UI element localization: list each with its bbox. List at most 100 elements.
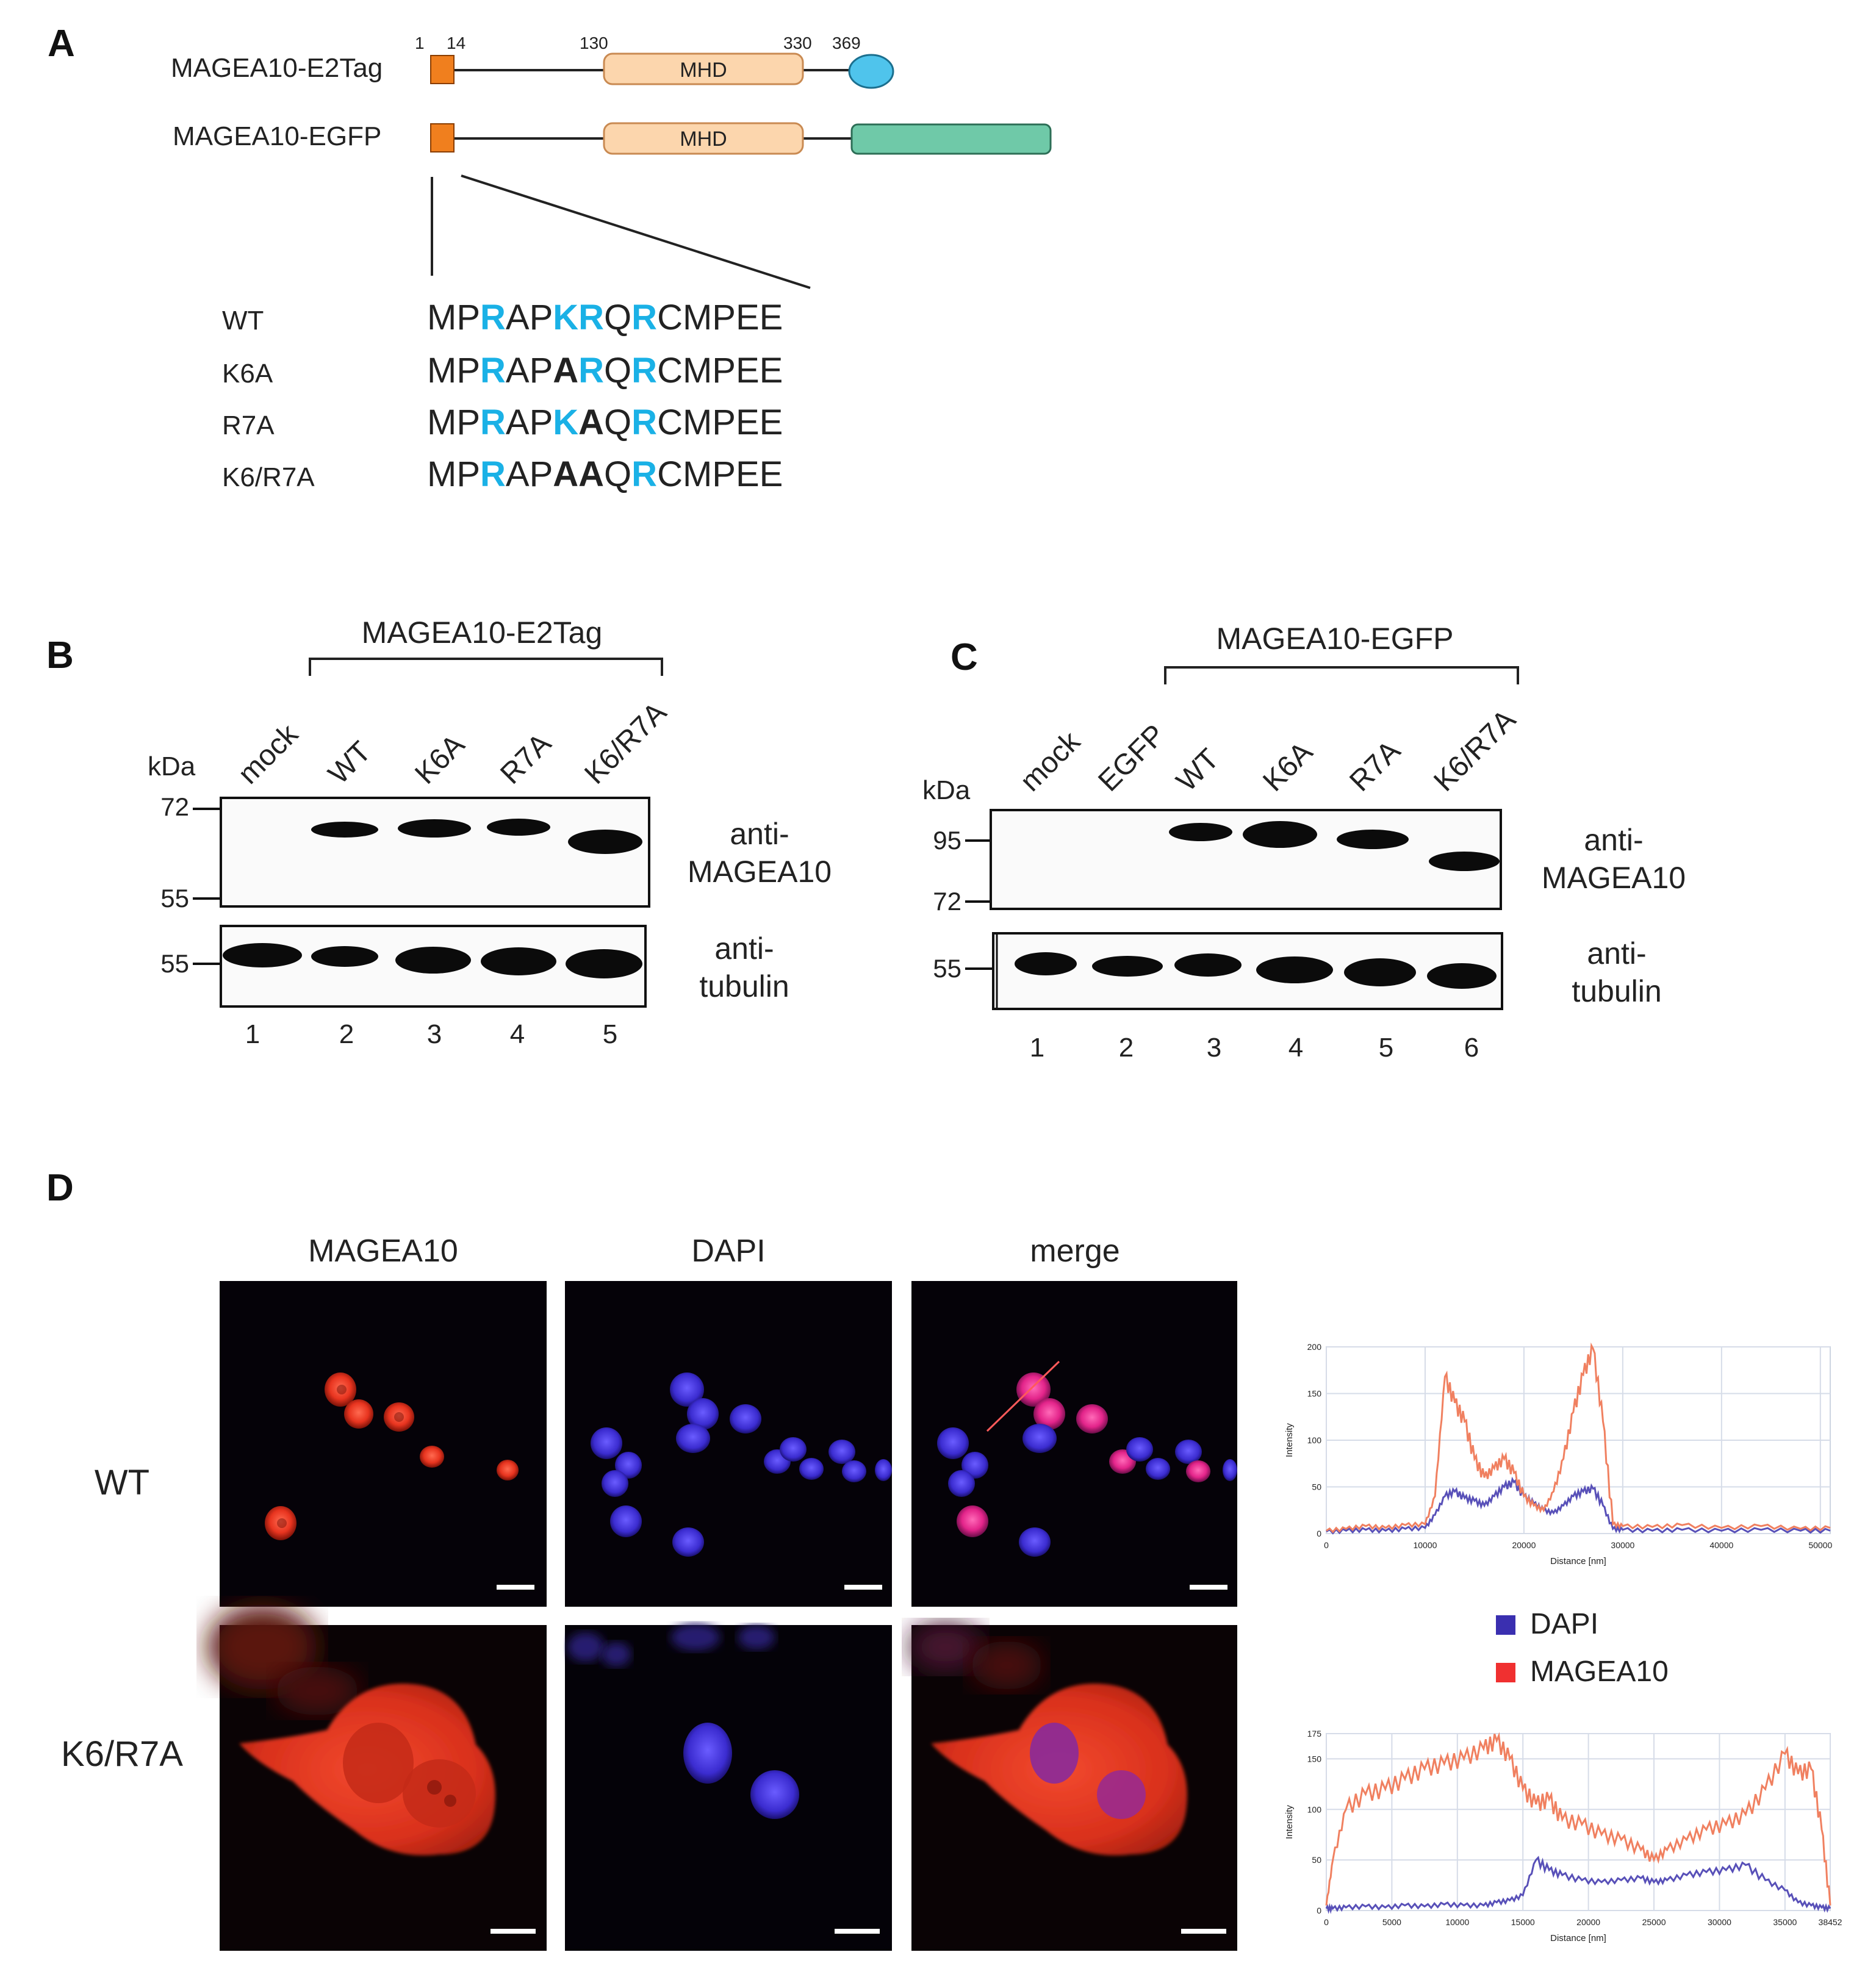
blot-band xyxy=(311,946,378,967)
blot-band xyxy=(1169,823,1232,841)
blot-band xyxy=(395,947,471,974)
x-tick-label: 25000 xyxy=(1642,1917,1666,1927)
blot-band xyxy=(566,949,642,978)
residue-segment: AP xyxy=(506,454,553,494)
micrograph-magea10-k6r7a xyxy=(207,1604,547,1951)
column-header: DAPI xyxy=(691,1233,765,1269)
kda-label: kDa xyxy=(922,775,971,805)
micrograph-merge-k6r7a xyxy=(909,1623,1237,1951)
blot-band xyxy=(1243,821,1317,848)
panel-c-letter: C xyxy=(951,636,978,678)
micrograph-dapi-wt xyxy=(565,1281,892,1607)
micrograph-merge-wt xyxy=(911,1281,1237,1607)
residue-segment: R xyxy=(631,454,657,494)
marker-label: 55 xyxy=(160,949,189,978)
position-label: 1 xyxy=(415,34,425,52)
lane-number: 1 xyxy=(245,1019,260,1049)
mhd-label: MHD xyxy=(680,59,727,82)
x-tick-label: 20000 xyxy=(1512,1540,1536,1550)
line-profile-plot-k6r7a: 0 5000 10000 15000 20000 25000 30000 35000 38452… xyxy=(1284,1729,1842,1943)
blot-band xyxy=(481,947,556,975)
y-axis-label: Intensity xyxy=(1284,1805,1295,1839)
construct-label: MAGEA10-E2Tag xyxy=(171,53,383,83)
position-label: 330 xyxy=(783,34,812,52)
residue-segment: MP xyxy=(427,403,480,442)
y-tick-label: 50 xyxy=(1312,1482,1321,1492)
position-label: 369 xyxy=(832,34,861,52)
x-tick-label: 0 xyxy=(1324,1917,1329,1927)
antibody-label: anti- xyxy=(1587,936,1646,971)
lane-number: 2 xyxy=(1119,1033,1134,1063)
residue-segment: AP xyxy=(506,403,553,442)
x-axis-label: Distance [nm] xyxy=(1550,1556,1606,1566)
residue-segment: Q xyxy=(604,403,631,442)
lane-number: 3 xyxy=(1207,1033,1221,1063)
line-profile-plot-wt: 0 10000 20000 30000 40000 50000 0 50 100 150 200 Di… xyxy=(1284,1342,1832,1566)
residue-segment: R xyxy=(480,298,506,337)
x-tick-label: 35000 xyxy=(1773,1917,1797,1927)
variant-label: WT xyxy=(222,306,264,335)
x-tick-label: 10000 xyxy=(1445,1917,1469,1927)
column-header: merge xyxy=(1030,1233,1119,1269)
lane-label: mock xyxy=(232,718,304,791)
residue-segment: A xyxy=(578,403,604,442)
legend-swatch-magea10 xyxy=(1496,1663,1515,1682)
variant-label: R7A xyxy=(222,411,275,440)
lane-number: 6 xyxy=(1464,1033,1479,1063)
residue-segment: MP xyxy=(427,454,480,494)
residue-segment: AP xyxy=(506,298,553,337)
panel-a-letter: A xyxy=(48,23,75,65)
residue-segment: Q xyxy=(604,454,631,494)
lane-label: R7A xyxy=(1343,734,1407,798)
residue-segment: R xyxy=(578,351,604,390)
sequence-text: MPRAPKAQRCMPEE xyxy=(427,403,783,442)
residue-segment: AA xyxy=(553,454,604,494)
lane-label: K6A xyxy=(409,728,471,791)
residue-segment: CMPEE xyxy=(657,298,783,337)
mhd-domain-box xyxy=(603,122,804,155)
x-tick-label: 15000 xyxy=(1511,1917,1535,1927)
e2tag-shape xyxy=(848,54,894,89)
y-tick-label: 150 xyxy=(1307,1389,1322,1399)
mhd-label: MHD xyxy=(680,127,727,151)
residue-segment: R xyxy=(480,351,506,390)
blot-band xyxy=(1344,958,1416,986)
legend-label: DAPI xyxy=(1530,1608,1598,1640)
nls-region-box xyxy=(430,55,455,84)
series-line-magea10 xyxy=(1325,1732,1831,1906)
x-tick-label: 20000 xyxy=(1576,1917,1600,1927)
marker-label: 55 xyxy=(160,884,189,913)
antibody-label: anti- xyxy=(714,931,774,966)
lane-label: K6/R7A xyxy=(578,696,672,790)
blot-band xyxy=(1092,956,1163,977)
lane-label: WT xyxy=(322,736,377,791)
lane-label: K6/R7A xyxy=(1428,703,1522,797)
column-header: MAGEA10 xyxy=(308,1233,458,1269)
blot-band xyxy=(311,822,378,838)
antibody-label: tubulin xyxy=(699,969,789,1003)
residue-segment: K xyxy=(553,403,578,442)
marker-label: 72 xyxy=(160,792,189,821)
blot-band xyxy=(487,819,550,836)
x-tick-label: 30000 xyxy=(1708,1917,1731,1927)
y-tick-label: 150 xyxy=(1307,1754,1322,1764)
group-label: MAGEA10-E2Tag xyxy=(362,615,603,650)
plot-area xyxy=(1326,1733,1831,1911)
antibody-label: MAGEA10 xyxy=(1542,861,1686,895)
lane-label: WT xyxy=(1170,743,1225,798)
x-axis-label: Distance [nm] xyxy=(1550,1933,1606,1943)
x-tick-label: 40000 xyxy=(1709,1540,1733,1550)
blot-band xyxy=(398,819,471,838)
egfp-tag-box xyxy=(850,123,1052,155)
sequence-text: MPRAPKRQRCMPEE xyxy=(427,298,783,337)
micrograph-magea10-wt xyxy=(220,1281,547,1607)
residue-segment: AP xyxy=(506,351,553,390)
blot-top xyxy=(990,809,1502,910)
kda-label: kDa xyxy=(148,752,196,781)
panel-a: A MAGEA10-E2Tag MHD 1 14 130 330 369 MAG… xyxy=(48,23,1052,494)
x-tick-label: 30000 xyxy=(1611,1540,1634,1550)
residue-segment: Q xyxy=(604,351,631,390)
